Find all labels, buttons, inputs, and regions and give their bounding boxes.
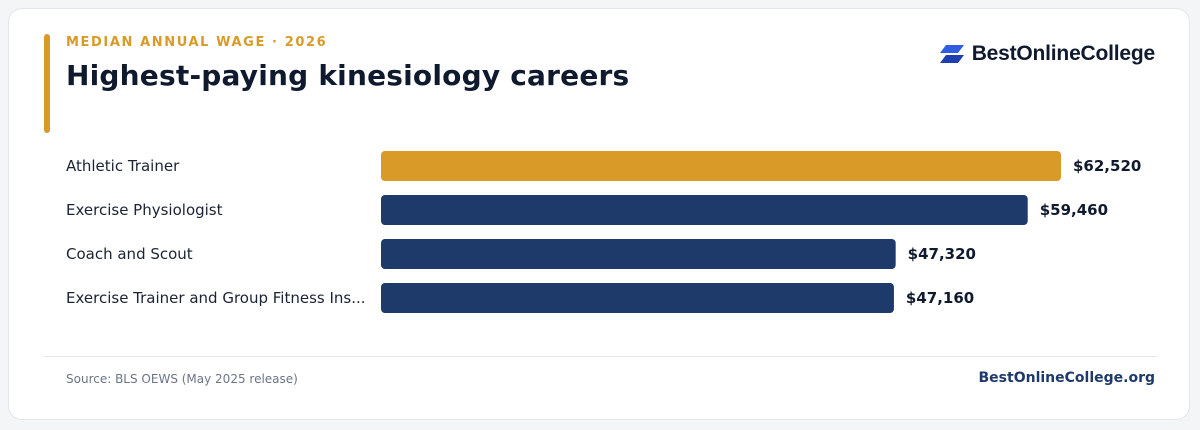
- bar-chart: Athletic Trainer $62,520 Exercise Physiolo…: [66, 151, 1141, 313]
- chart-card: MEDIAN ANNUAL WAGE · 2026 Highest-paying…: [8, 8, 1190, 420]
- bar: [381, 151, 1061, 181]
- stacked-parallelogram-logo-icon: [939, 45, 964, 63]
- value-label: $62,520: [1073, 157, 1141, 175]
- bar: [381, 283, 894, 313]
- site-link[interactable]: BestOnlineCollege.org: [978, 370, 1155, 386]
- source-note: Source: BLS OEWS (May 2025 release): [66, 372, 298, 386]
- eyebrow-label: MEDIAN ANNUAL WAGE · 2026: [66, 35, 328, 50]
- value-label: $59,460: [1040, 201, 1108, 219]
- bar: [381, 239, 896, 269]
- category-label: Athletic Trainer: [66, 157, 180, 175]
- value-label: $47,160: [906, 289, 974, 307]
- accent-bar: [44, 34, 50, 133]
- value-label: $47,320: [908, 245, 976, 263]
- category-label: Exercise Trainer and Group Fitness Ins..…: [66, 289, 366, 307]
- footer-divider: [44, 356, 1157, 357]
- brand-name: BestOnlineCollege: [971, 42, 1156, 65]
- bar: [381, 195, 1028, 225]
- chart-title: Highest-paying kinesiology careers: [66, 59, 630, 92]
- brand-logo: BestOnlineCollege: [939, 42, 1156, 66]
- category-label: Coach and Scout: [66, 245, 193, 263]
- category-label: Exercise Physiologist: [66, 201, 223, 219]
